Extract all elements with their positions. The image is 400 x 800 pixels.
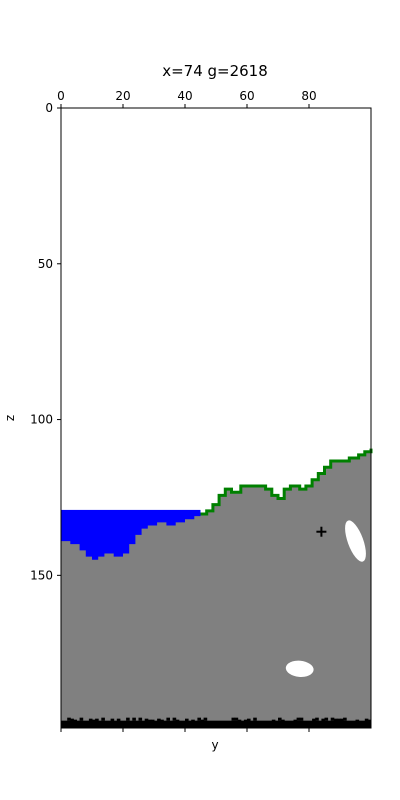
bedrock-block bbox=[200, 719, 205, 723]
bedrock-block bbox=[343, 717, 347, 721]
grass-surface bbox=[200, 448, 373, 516]
top-tick-label: 80 bbox=[301, 89, 316, 103]
bedrock-block bbox=[185, 718, 189, 722]
bedrock-block bbox=[253, 717, 257, 721]
top-tick-label: 20 bbox=[115, 89, 130, 103]
plot-title: x=74 g=2618 bbox=[162, 62, 268, 80]
position-marker-icon bbox=[316, 526, 327, 537]
bedrock-block bbox=[321, 718, 325, 722]
bedrock-block bbox=[95, 718, 99, 722]
bedrock-block bbox=[231, 717, 236, 721]
bedrock-block bbox=[247, 718, 251, 722]
cave-pocket bbox=[345, 520, 366, 562]
bedrock-block bbox=[175, 719, 180, 723]
bedrock-block bbox=[296, 717, 301, 721]
bedrock-block bbox=[73, 719, 77, 723]
bedrock-block bbox=[110, 718, 115, 722]
bedrock-block bbox=[243, 719, 248, 723]
bedrock-layer bbox=[61, 720, 371, 728]
left-tick-label: 50 bbox=[38, 257, 53, 271]
bedrock-block bbox=[234, 717, 239, 721]
bedrock-block bbox=[281, 719, 285, 723]
bedrock-block bbox=[203, 717, 208, 721]
bedrock-block bbox=[172, 717, 177, 721]
bedrock-block bbox=[138, 717, 143, 721]
bedrock-block bbox=[147, 719, 152, 723]
left-tick-label: 100 bbox=[30, 413, 53, 427]
bedrock-block bbox=[293, 719, 298, 723]
bedrock-block bbox=[355, 719, 360, 723]
x-axis-label: y bbox=[211, 738, 218, 752]
bedrock-block bbox=[144, 718, 149, 722]
bedrock-block bbox=[312, 718, 316, 722]
bedrock-block bbox=[191, 719, 195, 723]
bedrock-block bbox=[336, 718, 341, 722]
bedrock-block bbox=[88, 718, 93, 722]
bedrock-block bbox=[150, 719, 155, 723]
bedrock-block bbox=[116, 718, 121, 722]
bedrock-block bbox=[330, 717, 335, 721]
stone-ground bbox=[61, 447, 371, 728]
top-tick-label: 60 bbox=[239, 89, 254, 103]
bedrock-block bbox=[166, 717, 170, 721]
bedrock-block bbox=[364, 718, 369, 722]
bedrock-block bbox=[315, 717, 319, 721]
bedrock-block bbox=[367, 719, 372, 723]
bedrock-block bbox=[157, 718, 161, 722]
y-axis-label: z bbox=[3, 415, 17, 421]
top-tick-label: 40 bbox=[177, 89, 192, 103]
plot-area bbox=[61, 108, 373, 728]
bedrock-block bbox=[67, 717, 71, 721]
plot-frame bbox=[60, 107, 372, 729]
bedrock-block bbox=[92, 719, 96, 723]
bedrock-block bbox=[79, 717, 84, 721]
bedrock-block bbox=[278, 717, 282, 721]
cave-pocket bbox=[285, 660, 314, 677]
bedrock-block bbox=[324, 717, 329, 721]
bedrock-block bbox=[299, 717, 304, 721]
bottom-axis-ticks bbox=[60, 728, 310, 732]
bedrock-block bbox=[197, 717, 201, 721]
top-axis-ticks: 0 20 40 60 80 bbox=[57, 89, 317, 108]
bedrock-block bbox=[271, 719, 276, 723]
bedrock-block bbox=[237, 719, 242, 723]
bedrock-block bbox=[132, 717, 136, 721]
bedrock-block bbox=[101, 717, 105, 721]
bedrock-block bbox=[70, 718, 74, 722]
terrain-layer bbox=[61, 108, 373, 728]
left-tick-label: 0 bbox=[45, 101, 53, 115]
left-tick-label: 150 bbox=[30, 568, 53, 582]
top-tick-label: 0 bbox=[57, 89, 65, 103]
bedrock-block bbox=[333, 718, 338, 722]
left-axis-ticks: 0 50 100 150 bbox=[30, 101, 61, 582]
bedrock-block bbox=[126, 717, 130, 721]
bedrock-block bbox=[340, 718, 344, 722]
bedrock-block bbox=[160, 719, 164, 723]
